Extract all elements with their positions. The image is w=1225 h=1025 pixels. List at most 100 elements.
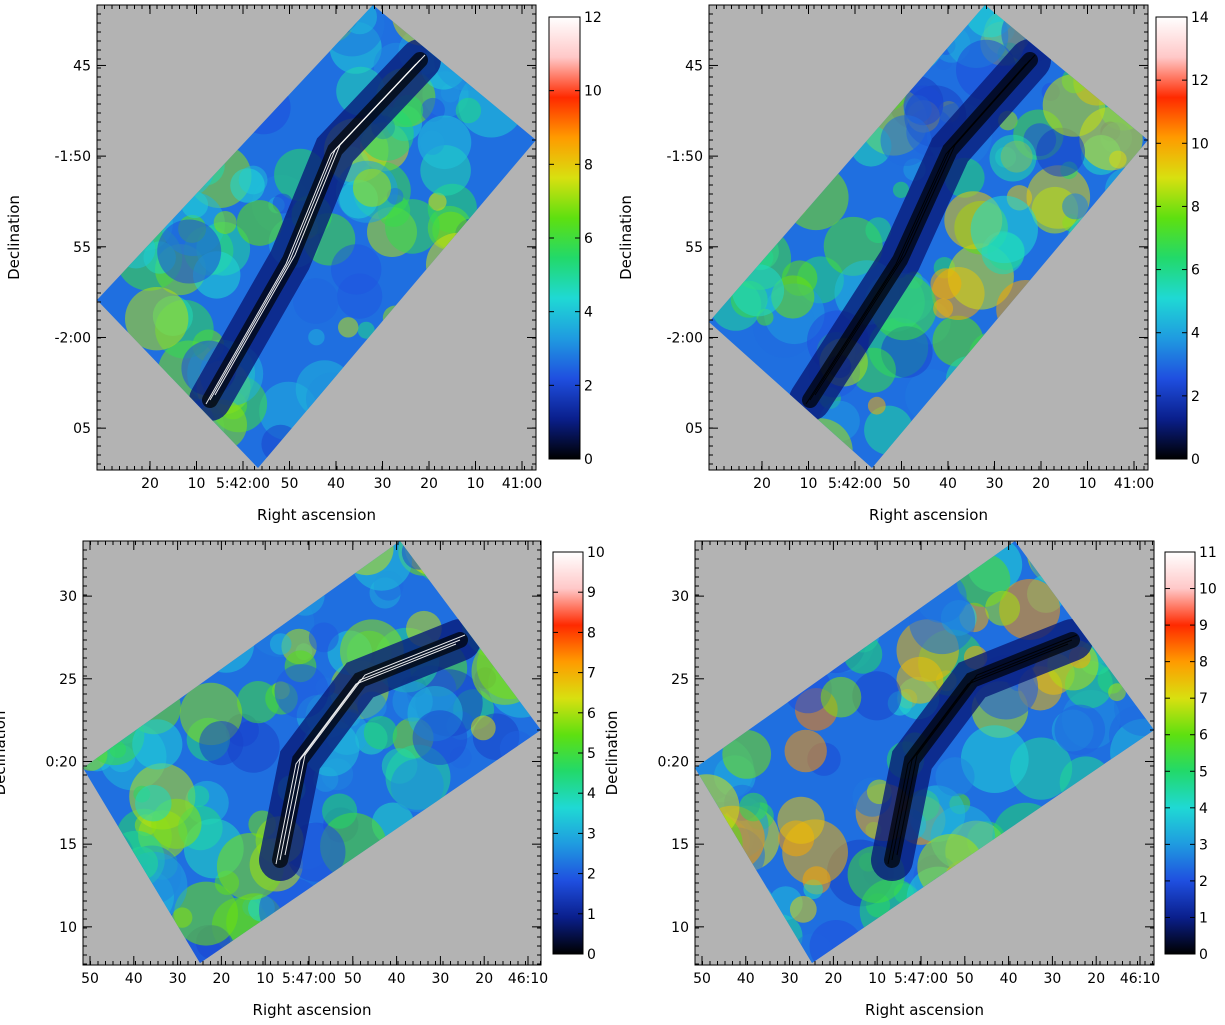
x-tick-label: 30	[781, 971, 799, 987]
y-tick-label: 05	[685, 421, 703, 437]
x-axis-label: Right ascension	[865, 1001, 984, 1019]
colorbar-tick-label: 6	[587, 706, 596, 722]
colorbar-tick-label: 4	[587, 786, 596, 802]
y-axis-label: Declination	[617, 195, 635, 280]
x-tick-label: 50	[893, 476, 911, 492]
x-tick-label: 50	[344, 971, 362, 987]
y-tick-label: -1:50	[667, 149, 704, 165]
y-tick-label: 45	[685, 58, 703, 74]
x-tick-label: 10	[188, 476, 206, 492]
colorbar	[1155, 16, 1188, 460]
x-tick-label: 46:10	[508, 971, 548, 987]
colorbar	[548, 16, 581, 460]
y-tick-label: 15	[671, 837, 689, 853]
colorbar-tick-label: 10	[1191, 136, 1209, 152]
y-tick-label: 0:20	[46, 754, 77, 770]
colorbar-tick-label: 8	[1191, 199, 1200, 215]
x-tick-label: 30	[374, 476, 392, 492]
x-tick-label: 50	[693, 971, 711, 987]
colorbar-tick-label: 6	[1199, 728, 1208, 744]
y-tick-label: -2:00	[667, 330, 704, 346]
x-tick-label: 20	[753, 476, 771, 492]
colorbar-tick-label: 12	[1191, 73, 1209, 89]
x-tick-label: 10	[800, 476, 818, 492]
colorbar-tick-label: 8	[584, 157, 593, 173]
colorbar-tick-label: 0	[587, 947, 596, 963]
colorbar-tick-label: 2	[587, 867, 596, 883]
x-tick-label: 41:00	[502, 476, 542, 492]
y-tick-label: -1:50	[55, 149, 92, 165]
plot-frame	[694, 540, 1155, 966]
x-axis-label: Right ascension	[869, 506, 988, 524]
x-tick-label: 10	[868, 971, 886, 987]
x-tick-label: 50	[956, 971, 974, 987]
plot-frame	[708, 4, 1149, 471]
colorbar-tick-label: 1	[1199, 910, 1208, 926]
x-tick-label: 20	[824, 971, 842, 987]
x-axis-label: Right ascension	[253, 1001, 372, 1019]
colorbar-tick-label: 5	[1199, 764, 1208, 780]
panel-top-right: 20 10 5:42:00 50 40 30 20 10 41:00 45 -1:50 55 -2:00…	[617, 4, 1209, 524]
colorbar-tick-label: 8	[587, 625, 596, 641]
x-tick-label: 46:10	[1120, 971, 1160, 987]
x-tick-label: 40	[327, 476, 345, 492]
colorbar	[1164, 551, 1196, 955]
x-tick-label: 20	[475, 971, 493, 987]
y-tick-label: 10	[59, 920, 77, 936]
panel-bottom-right: 50 40 30 20 10 5:47:00 50 40 30 20 46:1030250:2015…	[603, 540, 1217, 1019]
colorbar-tick-label: 0	[1199, 947, 1208, 963]
x-tick-label: 50	[281, 476, 299, 492]
colorbar-tick-label: 6	[1191, 263, 1200, 279]
colorbar-tick-label: 14	[1191, 10, 1209, 26]
y-tick-label: -2:00	[55, 330, 92, 346]
colorbar-tick-label: 4	[1191, 326, 1200, 342]
panel-bottom-left: 50 40 30 20 10 5:47:00 50 40 30 20 46:1030250:2015…	[0, 540, 605, 1019]
y-tick-label: 0:20	[658, 754, 689, 770]
y-tick-label: 30	[59, 589, 77, 605]
y-axis-label: Declination	[603, 711, 621, 796]
x-tick-label: 30	[986, 476, 1004, 492]
colorbar-tick-label: 7	[1199, 691, 1208, 707]
colorbar-tick-label: 2	[1199, 874, 1208, 890]
colorbar-tick-label: 0	[584, 452, 593, 468]
colorbar-tick-label: 2	[1191, 389, 1200, 405]
x-tick-label: 20	[141, 476, 159, 492]
y-tick-label: 45	[73, 58, 91, 74]
colorbar-tick-label: 4	[1199, 801, 1208, 817]
x-tick-label: 40	[125, 971, 143, 987]
x-tick-label: 30	[169, 971, 187, 987]
colorbar-tick-label: 6	[584, 231, 593, 247]
x-tick-label: 40	[939, 476, 957, 492]
y-tick-label: 25	[671, 672, 689, 688]
y-axis-label: Declination	[0, 711, 9, 796]
x-tick-label: 30	[431, 971, 449, 987]
x-tick-label: 20	[420, 476, 438, 492]
x-tick-label: 10	[1079, 476, 1097, 492]
x-axis-label: Right ascension	[257, 506, 376, 524]
x-tick-label: 20	[1032, 476, 1050, 492]
x-tick-label: 5:47:00	[894, 971, 948, 987]
x-tick-label: 10	[256, 971, 274, 987]
colorbar-tick-label: 2	[584, 378, 593, 394]
panel-top-left: 20 10 5:42:00 50 40 30 20 10 41:0045-1:5055-2:00…	[5, 4, 602, 524]
x-tick-label: 40	[388, 971, 406, 987]
plot-frame	[96, 4, 537, 471]
y-tick-label: 30	[671, 589, 689, 605]
x-tick-label: 5:42:00	[828, 476, 882, 492]
y-tick-label: 25	[59, 672, 77, 688]
colorbar-tick-label: 9	[1199, 618, 1208, 634]
x-tick-label: 30	[1043, 971, 1061, 987]
colorbar-tick-label: 7	[587, 666, 596, 682]
x-tick-label: 41:00	[1114, 476, 1154, 492]
y-tick-label: 55	[685, 240, 703, 256]
y-tick-label: 15	[59, 837, 77, 853]
colorbar-tick-label: 12	[584, 10, 602, 26]
x-tick-label: 5:47:00	[282, 971, 336, 987]
x-tick-label: 10	[467, 476, 485, 492]
colorbar-tick-label: 10	[1199, 582, 1217, 598]
x-tick-label: 5:42:00	[216, 476, 270, 492]
x-tick-label: 50	[81, 971, 99, 987]
y-tick-label: 55	[73, 240, 91, 256]
colorbar-tick-label: 3	[587, 826, 596, 842]
